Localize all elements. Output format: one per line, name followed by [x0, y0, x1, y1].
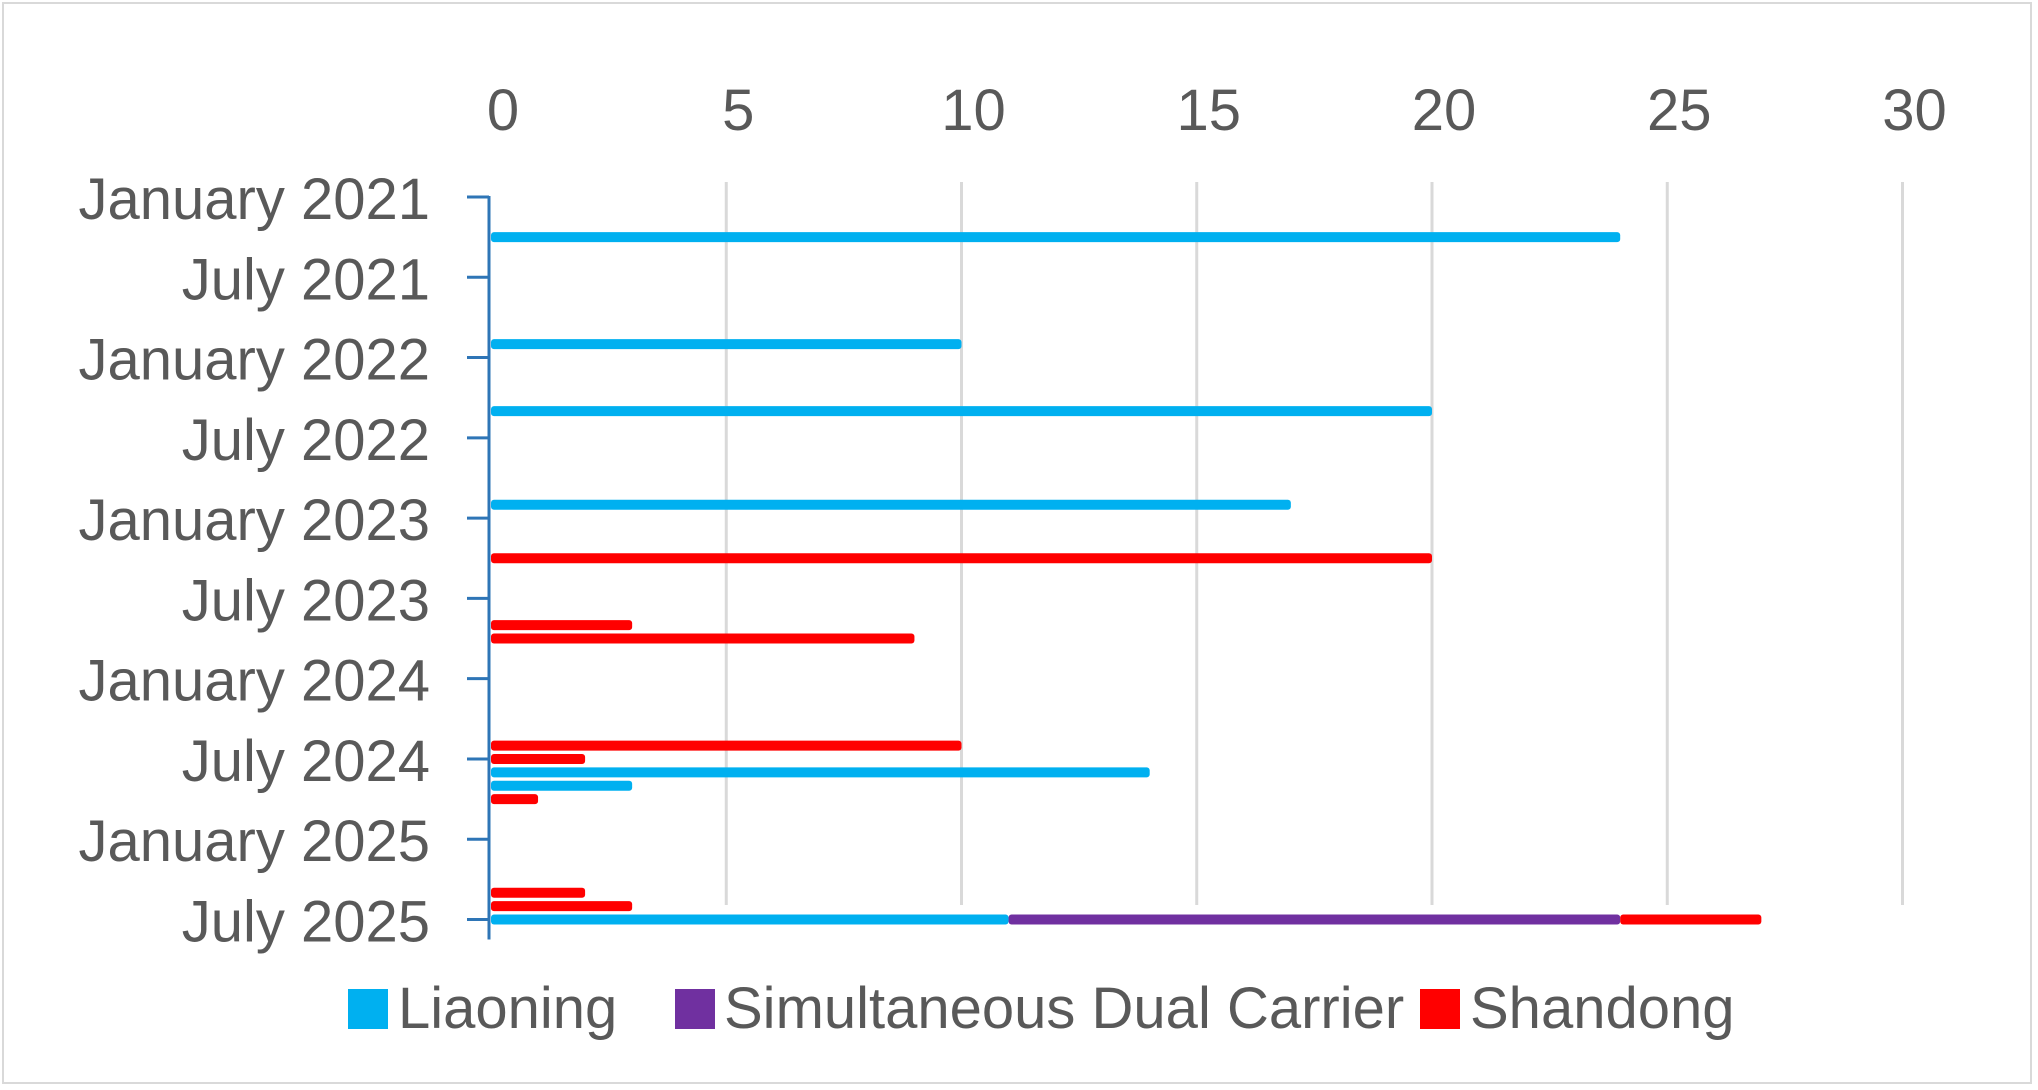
legend-swatch: [1420, 989, 1460, 1029]
x-tick-label: 15: [1176, 78, 1241, 143]
y-tick-label: July 2021: [182, 247, 430, 312]
y-tick-label: January 2021: [79, 167, 430, 232]
x-tick-label: 5: [722, 78, 754, 143]
bar-segment: [491, 887, 586, 898]
y-tick-label: January 2023: [79, 488, 430, 553]
bar-segment: [491, 794, 539, 805]
bar-segment: [491, 620, 633, 631]
legend-label: Simultaneous Dual Carrier: [724, 976, 1404, 1041]
legend-swatch: [675, 989, 715, 1029]
x-tick-label: 20: [1412, 78, 1477, 143]
y-tick-label: January 2025: [79, 809, 430, 874]
bar-segment: [1008, 914, 1621, 925]
bar-segment: [491, 232, 1621, 243]
gridlines: [724, 182, 1904, 905]
bar-segment: [491, 767, 1150, 778]
x-axis-ticks: 0 5 10 15 20 25 30: [487, 78, 1947, 143]
legend-label: Liaoning: [398, 976, 617, 1041]
y-tick-label: July 2024: [182, 729, 430, 794]
bar-segment: [491, 901, 633, 912]
y-tick-label: January 2024: [79, 649, 430, 714]
bar-segment: [491, 753, 586, 764]
bar-segment: [491, 780, 633, 791]
bar-segment: [491, 914, 1009, 925]
y-tick-label: January 2022: [79, 328, 430, 393]
y-tick-label: July 2022: [182, 408, 430, 473]
x-tick-label: 0: [487, 78, 519, 143]
legend: Liaoning Simultaneous Dual Carrier Shandon…: [348, 976, 1734, 1041]
bars: [491, 232, 1762, 925]
y-tick-label: July 2023: [182, 568, 430, 633]
y-tick-label: July 2025: [182, 890, 430, 955]
bar-segment: [491, 633, 915, 644]
x-tick-label: 30: [1882, 78, 1947, 143]
bar-segment: [1620, 914, 1762, 925]
y-axis: January 2021 July 2021 January 2022 July 20…: [79, 167, 491, 955]
bar-segment: [491, 740, 962, 751]
bar-segment: [491, 553, 1432, 564]
x-tick-label: 10: [941, 78, 1006, 143]
bar-segment: [491, 339, 962, 350]
bar-segment: [491, 406, 1432, 417]
legend-label: Shandong: [1470, 976, 1734, 1041]
bar-segment: [491, 499, 1291, 510]
legend-swatch: [348, 989, 388, 1029]
x-tick-label: 25: [1647, 78, 1712, 143]
